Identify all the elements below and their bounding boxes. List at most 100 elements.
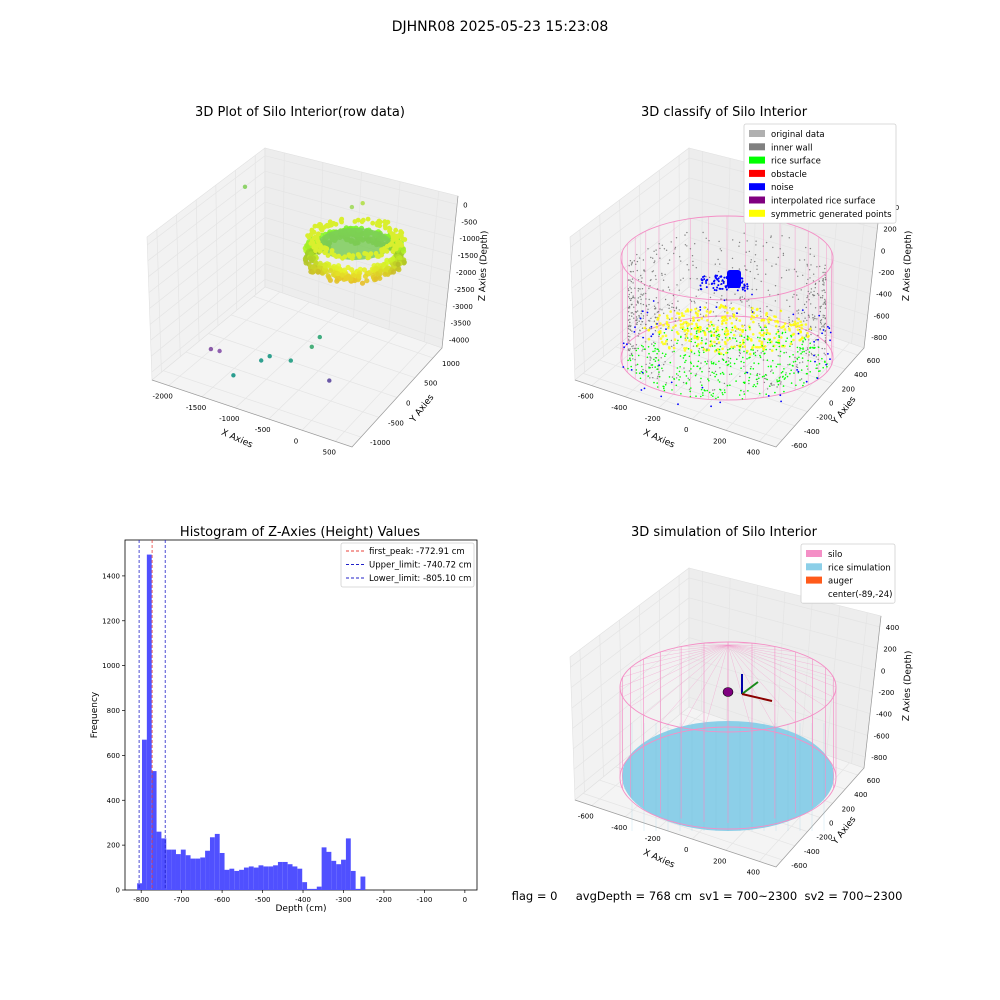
classify-rice-point bbox=[749, 373, 752, 375]
classify-symmetric-point bbox=[655, 326, 658, 329]
classify-rice-point bbox=[752, 344, 755, 346]
histogram-bar bbox=[146, 554, 152, 890]
classify-inner-wall-point bbox=[695, 267, 697, 269]
classify-inner-wall-point bbox=[817, 358, 819, 361]
classify-rice-point bbox=[742, 356, 744, 359]
classify-inner-wall-point bbox=[797, 309, 800, 311]
raw-ring-top-point bbox=[390, 231, 396, 237]
classify-inner-wall-point bbox=[810, 288, 813, 290]
raw-ring-point bbox=[304, 243, 310, 249]
classify-inner-wall-point bbox=[689, 278, 691, 280]
classify-inner-wall-point bbox=[748, 382, 750, 385]
classify-symmetric-point bbox=[694, 311, 698, 315]
classify-legend-label: rice surface bbox=[771, 157, 821, 167]
classify-inner-wall-point bbox=[738, 355, 741, 357]
classify-rice-point bbox=[753, 362, 755, 364]
classify-symmetric-point bbox=[755, 314, 759, 318]
raw-ring-point bbox=[361, 267, 367, 273]
classify-rice-point bbox=[702, 329, 704, 332]
classify-rice-point bbox=[654, 360, 657, 363]
classify-rice-point bbox=[741, 398, 744, 400]
classify-rice-point bbox=[801, 357, 804, 359]
classify-symmetric-point bbox=[741, 339, 745, 342]
raw-grid-x-wall bbox=[156, 229, 162, 373]
sim-grid-z bbox=[570, 597, 878, 688]
classify-inner-wall-point bbox=[762, 245, 764, 247]
classify-inner-wall-point bbox=[699, 381, 702, 383]
classify-inner-wall-point bbox=[700, 362, 702, 364]
classify-inner-wall-point bbox=[771, 309, 773, 312]
classify-rice-point bbox=[809, 347, 812, 349]
classify-rice-point bbox=[699, 330, 702, 333]
classify-rice-point bbox=[686, 337, 689, 339]
classify-z-tick-label: -400 bbox=[876, 291, 892, 299]
classify-noise-point bbox=[716, 286, 719, 289]
classify-noise-point bbox=[797, 370, 800, 373]
classify-rice-point bbox=[788, 355, 791, 358]
classify-rice-point bbox=[651, 364, 654, 366]
classify-rice-point bbox=[769, 385, 771, 388]
histogram-bar bbox=[156, 831, 162, 890]
classify-rice-point bbox=[711, 345, 714, 347]
classify-symmetric-point bbox=[686, 308, 689, 311]
classify-inner-wall-point bbox=[807, 368, 809, 370]
classify-rice-point bbox=[755, 385, 757, 388]
classify-rice-point bbox=[796, 357, 798, 360]
classify-rice-point bbox=[688, 355, 691, 358]
classify-inner-wall-point bbox=[682, 381, 685, 384]
classify-inner-wall-point bbox=[628, 293, 630, 296]
classify-inner-wall-point bbox=[630, 304, 633, 306]
classify-inner-wall-point bbox=[691, 255, 694, 257]
classify-symmetric-point bbox=[766, 331, 769, 335]
classify-rice-point bbox=[663, 385, 665, 388]
classify-inner-wall-point bbox=[736, 344, 738, 347]
classify-rice-point bbox=[768, 339, 771, 342]
classify-grid-y bbox=[599, 359, 795, 427]
raw-scatter-point bbox=[309, 344, 314, 349]
classify-inner-wall-point bbox=[796, 294, 798, 296]
classify-inner-wall-point bbox=[788, 321, 790, 324]
classify-rice-point bbox=[759, 356, 762, 359]
classify-symmetric-point bbox=[661, 335, 665, 338]
classify-inner-wall-point bbox=[795, 271, 797, 273]
classify-rice-point bbox=[748, 357, 750, 359]
classify-legend-swatch bbox=[749, 130, 765, 137]
classify-noise-point bbox=[705, 282, 708, 284]
classify-rice-point bbox=[758, 377, 760, 380]
classify-rice-point bbox=[711, 362, 713, 365]
classify-rice-point bbox=[639, 377, 642, 380]
classify-symmetric-point bbox=[720, 322, 724, 326]
histogram-bar bbox=[137, 883, 142, 890]
classify-legend-swatch bbox=[749, 143, 765, 151]
classify-inner-wall-point bbox=[695, 295, 697, 297]
classify-inner-wall-point bbox=[743, 232, 745, 234]
classify-rice-point bbox=[818, 370, 820, 373]
classify-rice-point bbox=[759, 337, 761, 339]
classify-rice-point bbox=[790, 340, 793, 343]
classify-inner-wall-point bbox=[819, 306, 821, 308]
histogram-bar bbox=[341, 859, 346, 890]
classify-noise-point bbox=[720, 283, 723, 285]
classify-inner-wall-point bbox=[808, 316, 810, 318]
raw-ring-point bbox=[352, 277, 358, 284]
classify-inner-wall-point bbox=[766, 388, 769, 390]
classify-inner-wall-point bbox=[785, 372, 787, 374]
classify-grid-y bbox=[664, 306, 846, 370]
classify-symmetric-point bbox=[721, 347, 724, 351]
classify-inner-wall-point bbox=[680, 260, 682, 262]
raw-scatter-point bbox=[327, 378, 332, 383]
classify-noise-point bbox=[723, 276, 726, 279]
classify-rice-point bbox=[647, 346, 650, 348]
classify-inner-wall-point bbox=[628, 325, 630, 328]
classify-rice-point bbox=[767, 365, 770, 368]
classify-noise-point bbox=[797, 332, 800, 335]
classify-rice-point bbox=[724, 337, 727, 339]
classify-rice-point bbox=[680, 335, 682, 338]
raw-ring-top-point bbox=[317, 248, 323, 254]
raw-grid-z bbox=[149, 217, 451, 309]
histogram-bar bbox=[175, 854, 181, 890]
classify-rice-point bbox=[718, 360, 720, 363]
classify-inner-wall-point bbox=[689, 319, 692, 322]
classify-noise-point bbox=[813, 354, 815, 357]
